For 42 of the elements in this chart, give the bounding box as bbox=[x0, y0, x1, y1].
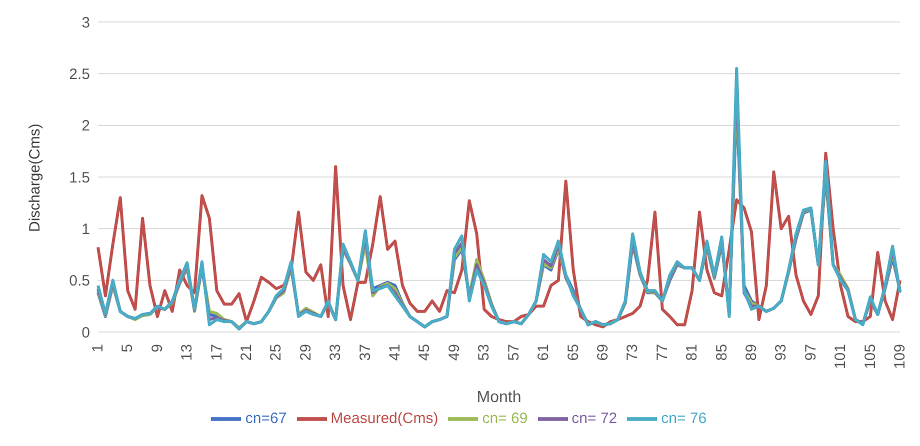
y-tick-label: 3 bbox=[82, 14, 90, 32]
x-axis-title: Month bbox=[476, 389, 522, 406]
x-tick-label: 73 bbox=[624, 344, 642, 361]
x-tick-label: 1 bbox=[90, 344, 106, 352]
x-tick-label: 77 bbox=[654, 344, 671, 361]
x-tick-label: 37 bbox=[356, 344, 374, 361]
x-tick-label: 13 bbox=[178, 344, 196, 361]
x-tick-label: 45 bbox=[416, 344, 434, 361]
y-tick-label: 0 bbox=[82, 324, 90, 342]
legend-label: Measured(Cms) bbox=[330, 410, 438, 427]
x-tick-label: 101 bbox=[832, 344, 850, 370]
y-tick-label: 2.5 bbox=[69, 66, 90, 83]
legend-label: cn= 76 bbox=[661, 410, 707, 427]
y-tick-label: 1.5 bbox=[69, 169, 90, 186]
x-tick-label: 65 bbox=[564, 344, 582, 361]
y-axis-title: Discharge(Cms) bbox=[26, 124, 44, 232]
x-tick-label: 109 bbox=[892, 344, 908, 370]
y-tick-label: 1 bbox=[82, 220, 90, 238]
x-tick-label: 89 bbox=[742, 344, 760, 361]
x-tick-label: 57 bbox=[505, 344, 522, 361]
x-tick-label: 5 bbox=[119, 344, 136, 352]
x-tick-label: 53 bbox=[476, 344, 493, 361]
x-tick-label: 81 bbox=[684, 344, 701, 361]
x-tick-label: 9 bbox=[148, 344, 166, 352]
x-tick-label: 105 bbox=[862, 344, 879, 370]
x-tick-label: 29 bbox=[297, 344, 314, 361]
x-tick-label: 41 bbox=[386, 344, 404, 361]
x-tick-label: 21 bbox=[238, 344, 256, 361]
x-tick-label: 17 bbox=[208, 344, 226, 361]
legend-label: cn= 69 bbox=[482, 410, 528, 427]
y-tick-label: 0.5 bbox=[69, 272, 90, 290]
x-tick-label: 69 bbox=[594, 344, 612, 361]
x-tick-label: 97 bbox=[802, 344, 820, 361]
y-tick-label: 2 bbox=[82, 118, 90, 135]
x-tick-label: 33 bbox=[327, 344, 344, 361]
x-tick-label: 61 bbox=[535, 344, 552, 361]
x-tick-label: 49 bbox=[446, 344, 463, 361]
x-tick-label: 85 bbox=[713, 344, 730, 361]
x-tick-label: 93 bbox=[772, 344, 790, 361]
x-tick-label: 25 bbox=[268, 344, 285, 361]
legend-label: cn=67 bbox=[245, 410, 287, 427]
legend-label: cn= 72 bbox=[572, 410, 618, 427]
